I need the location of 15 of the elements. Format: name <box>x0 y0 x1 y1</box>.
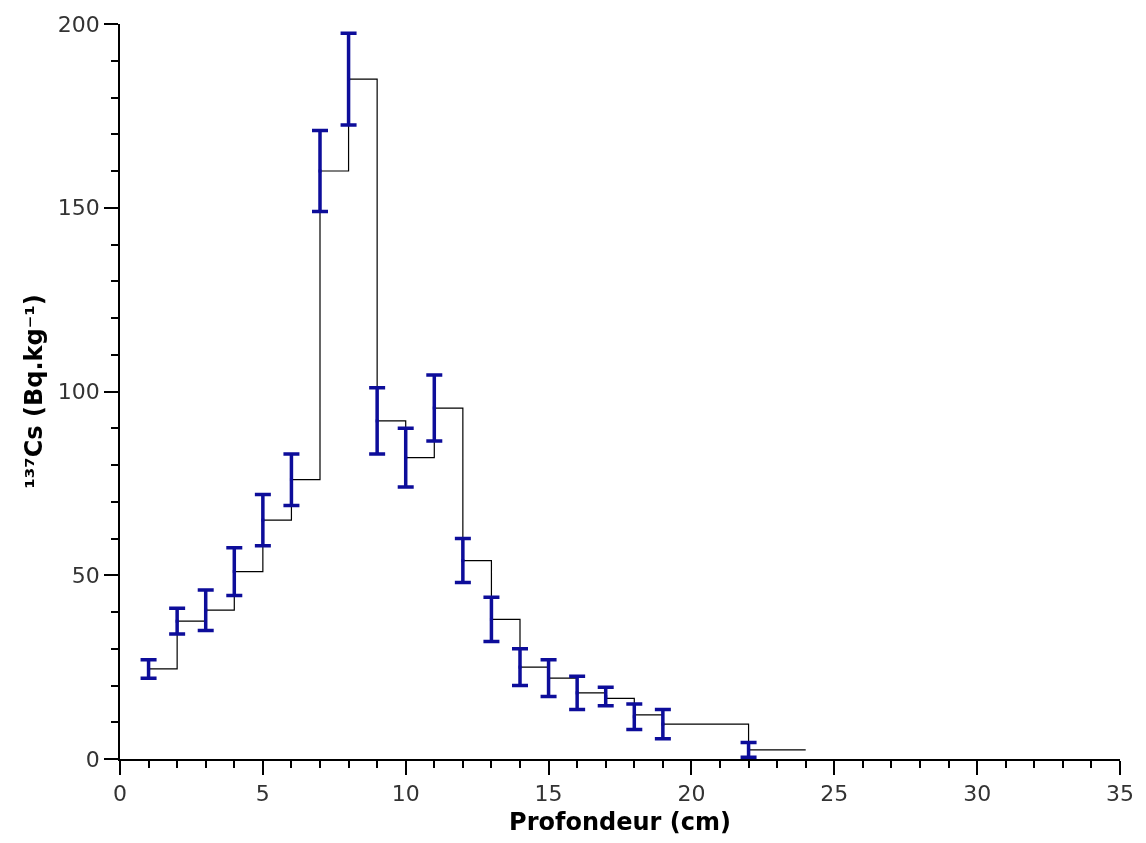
x-tick-label: 5 <box>255 781 270 807</box>
y-tick-label: 0 <box>85 746 100 772</box>
y-tick-label: 100 <box>57 379 100 405</box>
y-tick-label: 150 <box>57 195 100 221</box>
y-axis-title: ¹³⁷Cs (Bq.kg⁻¹) <box>20 294 49 489</box>
y-tick-label: 200 <box>57 11 100 37</box>
y-tick-label: 50 <box>71 562 100 588</box>
x-tick-label: 35 <box>1106 781 1134 807</box>
x-tick-label: 15 <box>534 781 563 807</box>
x-tick-label: 10 <box>391 781 420 807</box>
x-tick-label: 25 <box>820 781 849 807</box>
x-tick-label: 20 <box>677 781 706 807</box>
x-tick-label: 0 <box>113 781 127 807</box>
x-tick-label: 30 <box>963 781 992 807</box>
x-axis-title: Profondeur (cm) <box>509 807 731 836</box>
